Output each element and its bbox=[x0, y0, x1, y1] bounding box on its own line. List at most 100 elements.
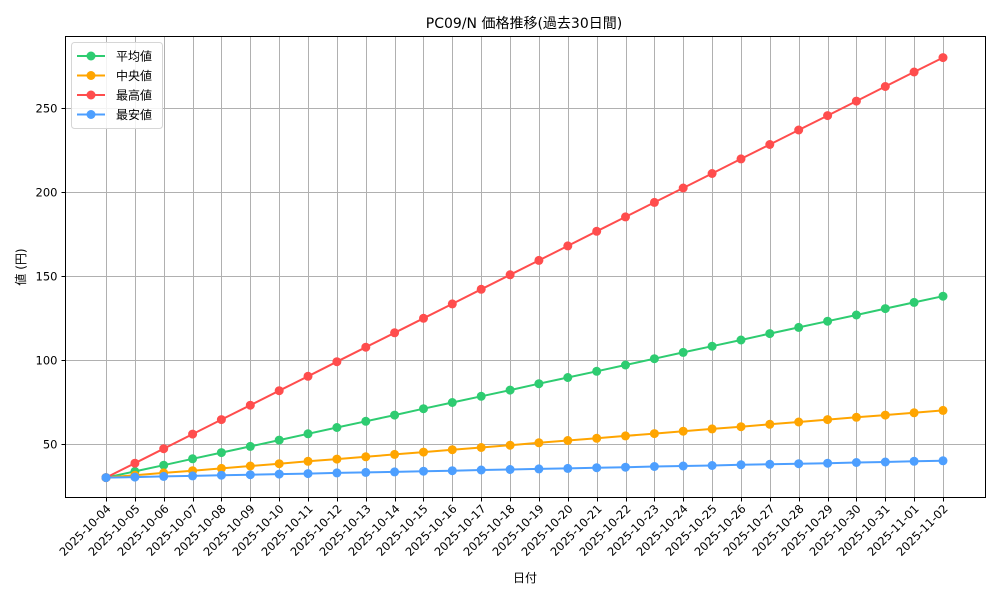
data-point bbox=[390, 467, 400, 477]
data-point bbox=[303, 456, 313, 466]
data-point bbox=[592, 226, 602, 236]
series-line bbox=[101, 456, 948, 483]
data-point bbox=[245, 470, 255, 480]
data-point bbox=[707, 169, 717, 178]
data-point bbox=[447, 445, 457, 455]
data-point bbox=[851, 310, 861, 320]
data-point bbox=[534, 255, 544, 265]
data-point bbox=[390, 410, 400, 420]
data-point bbox=[216, 415, 226, 425]
data-point bbox=[419, 447, 428, 457]
data-point bbox=[505, 440, 515, 450]
data-point bbox=[909, 408, 919, 418]
data-point bbox=[678, 347, 688, 357]
data-point bbox=[361, 452, 371, 462]
series-line bbox=[101, 291, 948, 483]
data-point bbox=[563, 436, 573, 445]
data-point bbox=[563, 241, 573, 251]
data-point bbox=[101, 473, 111, 483]
series-line bbox=[101, 53, 948, 483]
data-point bbox=[765, 329, 775, 339]
series-layer bbox=[101, 53, 948, 483]
data-point bbox=[765, 419, 775, 429]
data-point bbox=[909, 67, 919, 77]
data-point bbox=[274, 469, 284, 479]
data-point bbox=[880, 304, 890, 314]
data-point bbox=[332, 357, 342, 367]
data-point bbox=[332, 423, 342, 432]
data-point bbox=[419, 404, 428, 414]
data-point bbox=[534, 438, 544, 448]
legend-item: 平均値 bbox=[77, 49, 152, 64]
data-point bbox=[245, 441, 255, 451]
data-point bbox=[823, 111, 833, 121]
data-point bbox=[188, 471, 198, 481]
data-point bbox=[274, 386, 284, 396]
data-point bbox=[880, 82, 890, 91]
data-point bbox=[736, 335, 746, 345]
data-point bbox=[678, 183, 688, 193]
data-point bbox=[880, 457, 890, 467]
data-point bbox=[823, 458, 833, 468]
data-point bbox=[505, 465, 515, 474]
data-point bbox=[938, 405, 948, 415]
plot-frame bbox=[65, 36, 986, 498]
data-point bbox=[245, 400, 255, 410]
data-point bbox=[188, 429, 198, 439]
data-point bbox=[880, 410, 890, 420]
data-point bbox=[794, 417, 804, 427]
data-point bbox=[476, 284, 486, 294]
data-point bbox=[736, 460, 746, 470]
data-point bbox=[505, 385, 515, 395]
data-point bbox=[476, 391, 486, 401]
data-point bbox=[216, 448, 226, 458]
legend-label: 最高値 bbox=[116, 88, 152, 103]
data-point bbox=[851, 412, 861, 422]
legend-label: 最安値 bbox=[116, 107, 152, 122]
data-point bbox=[130, 472, 140, 482]
data-point bbox=[794, 322, 804, 332]
data-point bbox=[245, 461, 255, 471]
data-point bbox=[159, 471, 169, 481]
data-point bbox=[649, 462, 659, 471]
data-point bbox=[851, 96, 861, 106]
data-point bbox=[361, 467, 371, 477]
data-point bbox=[621, 212, 630, 222]
chart-title: PC09/N 価格推移(過去30日間) bbox=[426, 16, 622, 32]
data-point bbox=[563, 373, 573, 382]
data-point bbox=[909, 297, 919, 307]
data-point bbox=[361, 342, 371, 352]
legend-label: 平均値 bbox=[116, 49, 152, 64]
x-axis: 2025-10-042025-10-052025-10-062025-10-07… bbox=[56, 497, 951, 559]
data-point bbox=[274, 459, 284, 469]
data-point bbox=[592, 366, 602, 376]
data-point bbox=[823, 415, 833, 425]
data-point bbox=[592, 463, 602, 473]
legend-marker-icon bbox=[86, 71, 96, 80]
data-point bbox=[390, 328, 400, 338]
legend-item: 中央値 bbox=[77, 68, 152, 83]
legend-marker-icon bbox=[86, 51, 96, 61]
data-point bbox=[938, 291, 948, 301]
data-point bbox=[361, 416, 371, 426]
data-point bbox=[909, 456, 919, 466]
data-point bbox=[188, 454, 198, 464]
x-axis-label: 日付 bbox=[513, 571, 537, 585]
series-line bbox=[101, 405, 948, 483]
data-point bbox=[476, 465, 486, 475]
legend-marker-icon bbox=[86, 90, 96, 100]
legend-box bbox=[71, 42, 163, 129]
data-point bbox=[159, 460, 169, 470]
data-point bbox=[332, 468, 342, 478]
data-point bbox=[707, 341, 717, 351]
data-point bbox=[794, 459, 804, 469]
data-point bbox=[390, 449, 400, 459]
data-point bbox=[505, 270, 515, 280]
data-point bbox=[621, 462, 630, 472]
data-point bbox=[419, 313, 428, 323]
data-point bbox=[938, 456, 948, 466]
data-point bbox=[938, 53, 948, 63]
data-point bbox=[534, 379, 544, 389]
